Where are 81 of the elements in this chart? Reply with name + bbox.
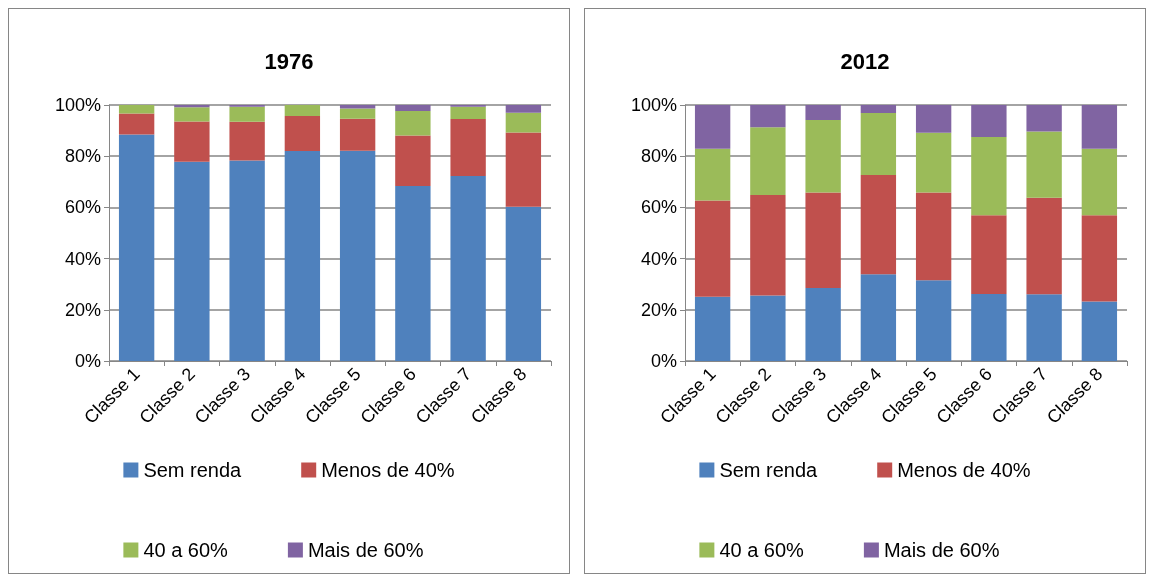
bar: [915, 132, 952, 193]
y-tick-label: 60%: [640, 197, 677, 218]
chart-title: 1976: [264, 48, 314, 74]
bar: [1026, 197, 1062, 295]
y-tick-label: 80%: [64, 146, 101, 167]
bar: [750, 295, 786, 361]
bar: [1026, 105, 1062, 132]
y-tick-label: 80%: [640, 146, 677, 167]
bar: [1081, 301, 1118, 361]
bar: [971, 293, 1007, 361]
y-tick-label: 40%: [640, 248, 677, 269]
bar: [450, 119, 486, 176]
bar: [505, 132, 542, 207]
bar: [395, 105, 431, 111]
bar: [505, 105, 542, 113]
y-tick-label: 20%: [64, 299, 101, 320]
bar: [1081, 105, 1118, 149]
bar: [1026, 131, 1062, 198]
bar: [805, 105, 841, 121]
bar: [750, 105, 786, 128]
legend-label: Mais de 60%: [883, 539, 1000, 561]
bar: [971, 215, 1007, 294]
bar: [395, 110, 431, 136]
bar: [694, 148, 731, 201]
bar: [971, 137, 1007, 216]
bar: [860, 105, 897, 113]
bar: [860, 274, 897, 361]
y-tick-label: 0%: [650, 351, 677, 371]
bar: [915, 105, 952, 133]
bar: [694, 296, 731, 361]
bar: [805, 120, 841, 193]
bar: [284, 151, 321, 361]
bar: [118, 113, 155, 135]
bar: [229, 121, 265, 161]
legend-label: 40 a 60%: [143, 539, 229, 561]
y-tick-label: 20%: [640, 299, 677, 320]
bar: [1081, 215, 1118, 302]
bar: [694, 200, 731, 297]
bar: [229, 160, 265, 361]
chart-title: 2012: [840, 48, 890, 74]
y-tick-label: 100%: [630, 95, 677, 115]
bar: [915, 280, 952, 361]
bar: [694, 105, 731, 149]
bar: [971, 105, 1007, 137]
bar: [450, 175, 486, 361]
bar: [339, 150, 376, 361]
bar: [915, 192, 952, 281]
bar: [395, 185, 431, 361]
bar: [1081, 148, 1118, 216]
bar: [805, 288, 841, 361]
bar: [505, 112, 542, 133]
bar: [860, 112, 897, 175]
legend-label: Sem renda: [143, 459, 243, 481]
bar: [118, 134, 155, 361]
legend-label: Mais de 60%: [307, 539, 424, 561]
legend-label: Menos de 40%: [897, 459, 1031, 481]
bar: [229, 106, 265, 122]
bar: [1026, 294, 1062, 361]
bar: [118, 105, 155, 114]
legend-label: Menos de 40%: [321, 459, 455, 481]
bar: [395, 135, 431, 186]
y-tick-label: 40%: [64, 248, 101, 269]
bar: [750, 127, 786, 196]
legend-label: Sem renda: [719, 459, 819, 481]
bar: [805, 192, 841, 289]
y-tick-label: 60%: [64, 197, 101, 218]
y-tick-label: 100%: [54, 95, 101, 115]
bar: [860, 174, 897, 275]
bar: [174, 161, 210, 361]
legend-label: 40 a 60%: [719, 539, 805, 561]
bar: [339, 118, 376, 151]
bar: [339, 105, 376, 109]
y-tick-label: 0%: [74, 351, 101, 371]
bar: [750, 195, 786, 296]
bar: [174, 121, 210, 162]
bar: [174, 107, 210, 122]
bar: [284, 116, 321, 152]
bar: [339, 108, 376, 119]
bar: [505, 206, 542, 361]
bar: [450, 106, 486, 120]
bar: [284, 105, 321, 117]
